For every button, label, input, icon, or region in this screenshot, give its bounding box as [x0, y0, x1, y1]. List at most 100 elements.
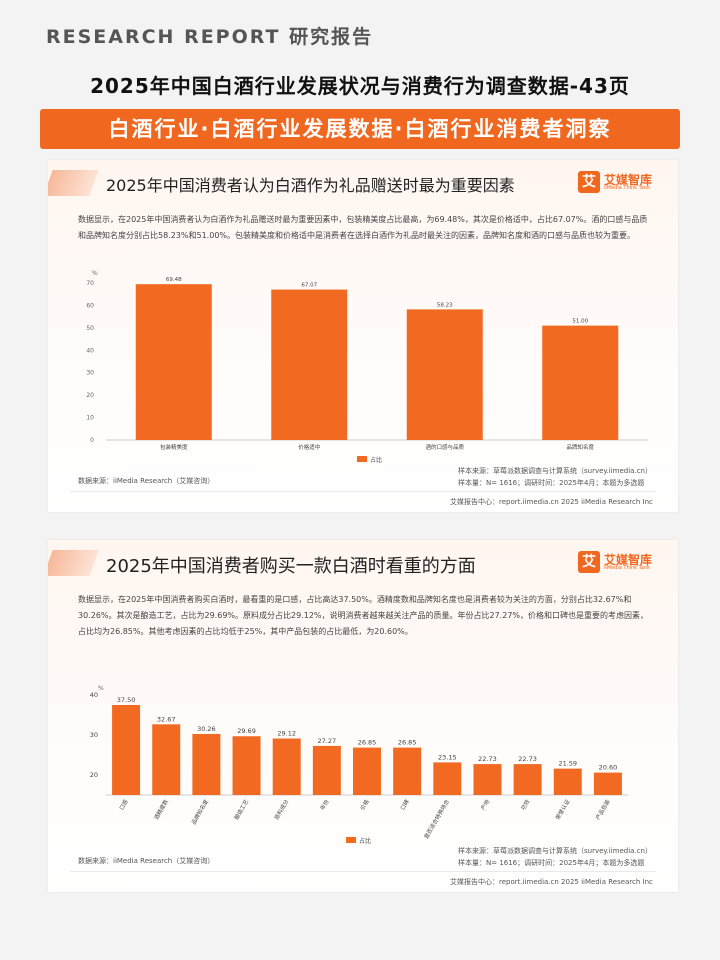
bar-value-label: 27.27 — [318, 737, 337, 745]
bar — [593, 772, 622, 795]
bar-value-label: 22.73 — [478, 755, 497, 763]
bar — [152, 724, 181, 795]
bar — [232, 736, 261, 795]
report-center: 艾媒报告中心：report.iimedia.cn 2025 iiMedia Re… — [450, 498, 653, 506]
y-tick-label: 40 — [86, 347, 94, 354]
report-label: RESEARCH REPORT 研究报告 — [46, 26, 374, 48]
bar — [473, 764, 502, 795]
data-source: 数据来源：iiMedia Research（艾媒咨询） — [78, 857, 215, 865]
x-category-label: 包装精美度 — [160, 443, 188, 451]
category-banner: 白酒行业·白酒行业发展数据·白酒行业消费者洞察 — [40, 109, 680, 149]
x-category-label: 功效 — [519, 798, 532, 812]
logo-subtitle: iiMedia Think Tank — [604, 565, 651, 571]
y-tick-label: 40 — [90, 691, 98, 699]
bar — [553, 768, 582, 795]
logo-mark-icon: 艾 — [578, 171, 600, 193]
x-category-label: 口感 — [117, 798, 130, 812]
y-tick-label: 30 — [90, 731, 98, 739]
y-unit-label: % — [92, 270, 98, 277]
data-source: 数据来源：iiMedia Research（艾媒咨询） — [78, 477, 215, 485]
sample-source: 样本来源：草莓派数据调查与计算系统（survey.iimedia.cn） — [458, 467, 652, 475]
footer-divider — [70, 871, 656, 872]
bar — [312, 745, 341, 795]
logo-mark-icon: 艾 — [578, 551, 600, 573]
bar — [406, 309, 483, 440]
x-category-label: 酿造工艺 — [232, 798, 250, 821]
bar — [135, 284, 212, 440]
legend-label: 占比 — [359, 837, 371, 845]
x-category-label: 品牌知名度 — [189, 798, 210, 826]
bar — [433, 762, 462, 795]
logo-subtitle: iiMedia Think Tank — [604, 185, 651, 191]
card-description: 数据显示，在2025年中国消费者认为白酒作为礼品赠送时最为重要因素中，包装精美度… — [78, 215, 648, 240]
bar-value-label: 23.15 — [438, 753, 457, 761]
sample-size: 样本量：N= 1616；调研时间：2025年4月；本题为多选题 — [458, 859, 645, 867]
y-tick-label: 70 — [86, 280, 94, 287]
bar-value-label: 37.50 — [117, 696, 136, 704]
legend-swatch — [357, 456, 367, 462]
x-category-label: 价格适中 — [298, 443, 320, 451]
x-category-label: 荣誉认证 — [554, 798, 572, 821]
card-title: 2025年中国消费者购买一款白酒时看重的方面 — [106, 556, 476, 577]
bar-value-label: 69.48 — [166, 277, 182, 283]
bar-value-label: 29.12 — [277, 730, 296, 738]
card-background — [48, 540, 678, 892]
bar — [272, 738, 301, 795]
chart-card-purchase-factors: 2025年中国消费者购买一款白酒时看重的方面 艾 艾媒智库 iiMedia Th… — [48, 540, 678, 892]
bar-value-label: 21.59 — [558, 760, 577, 768]
y-tick-label: 20 — [86, 392, 94, 399]
x-category-label: 酒的口感与品质 — [425, 443, 464, 451]
iimedia-logo: 艾 艾媒智库 iiMedia Think Tank — [578, 551, 660, 575]
logo-name: 艾媒智库 — [604, 553, 653, 567]
logo-name: 艾媒智库 — [604, 173, 653, 187]
bar-value-label: 20.60 — [599, 764, 618, 772]
footer-divider — [70, 491, 656, 492]
x-category-label: 酒精度数 — [152, 798, 170, 821]
report-center: 艾媒报告中心：report.iimedia.cn 2025 iiMedia Re… — [450, 878, 653, 886]
bar-value-label: 26.85 — [398, 739, 417, 747]
bar — [192, 733, 221, 795]
legend-swatch — [346, 837, 356, 843]
bar-chart-gift-factors: % 0 10 20 30 40 50 60 70 69.48 包装精美度 67.07 价格适中 58.23… — [86, 270, 648, 464]
y-tick-label: 0 — [90, 437, 94, 444]
chart-card-gift-factors: 2025年中国消费者认为白酒作为礼品赠送时最为重要因素 艾 艾媒智库 iiMed… — [48, 160, 678, 512]
bar — [393, 747, 422, 795]
bar-chart-purchase-factors: % 20 30 40 37.50 口感 32.67 酒精度数 30.26 品牌知名度 29.69 酿造… — [90, 685, 628, 845]
bar-value-label: 26.85 — [358, 739, 377, 747]
x-category-label: 口碑 — [398, 798, 411, 812]
card-description: 数据显示，在2025年中国消费者购买白酒时，最看重的是口感，占比高达37.50%… — [78, 595, 649, 636]
page-title: 2025年中国白酒行业发展状况与消费行为调查数据-43页 — [90, 74, 630, 98]
x-category-label: 产地 — [479, 798, 492, 812]
bar — [513, 764, 542, 795]
iimedia-logo: 艾 艾媒智库 iiMedia Think Tank — [578, 171, 660, 195]
y-tick-label: 60 — [86, 302, 94, 309]
legend-label: 占比 — [370, 456, 382, 464]
top-header: RESEARCH REPORT 研究报告 — [0, 0, 720, 62]
bar — [112, 705, 141, 795]
x-category-label: 年份 — [318, 798, 331, 812]
y-tick-label: 50 — [86, 325, 94, 332]
banner-text: 白酒行业·白酒行业发展数据·白酒行业消费者洞察 — [108, 117, 612, 141]
bar-value-label: 29.69 — [237, 727, 256, 735]
bar-value-label: 32.67 — [157, 715, 176, 723]
x-category-label: 价格 — [358, 798, 371, 812]
card-title: 2025年中国消费者认为白酒作为礼品赠送时最为重要因素 — [106, 176, 515, 195]
x-category-label: 品牌知名度 — [566, 443, 594, 451]
bar — [271, 289, 348, 440]
bar-value-label: 67.07 — [301, 283, 317, 289]
bar — [353, 747, 381, 795]
sample-source: 样本来源：草莓派数据调查与计算系统（survey.iimedia.cn） — [458, 847, 652, 855]
x-category-label: 原料成分 — [272, 798, 290, 821]
y-tick-label: 30 — [86, 370, 94, 377]
y-unit-label: % — [98, 685, 104, 692]
bar-value-label: 51.00 — [572, 319, 588, 325]
sample-size: 样本量：N= 1616；调研时间：2025年4月；本题为多选题 — [458, 479, 645, 487]
bar-value-label: 58.23 — [437, 302, 453, 308]
y-tick-label: 10 — [86, 415, 94, 422]
x-category-label: 产品包装 — [594, 798, 612, 821]
bar-value-label: 22.73 — [518, 755, 537, 763]
x-category-label: 是否适合特殊场合 — [422, 798, 451, 841]
bar-value-label: 30.26 — [197, 725, 216, 733]
bar — [542, 325, 619, 440]
y-tick-label: 20 — [90, 771, 98, 779]
